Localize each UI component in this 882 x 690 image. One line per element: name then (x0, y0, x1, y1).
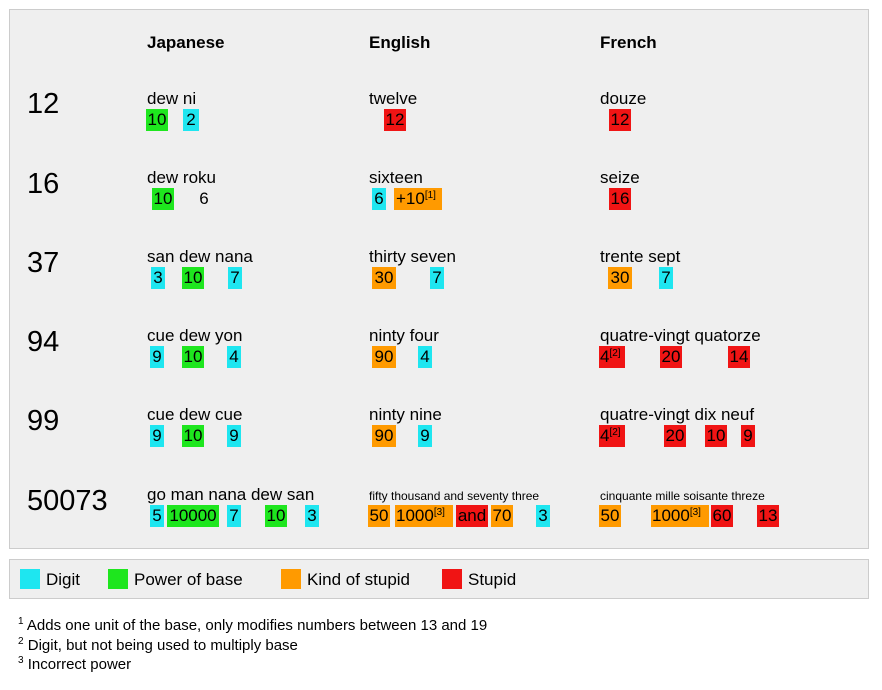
legend-swatch-kind (281, 569, 301, 589)
digit-token: 10 (182, 425, 204, 447)
digit-token: 4[2] (599, 425, 625, 447)
french-words: seize (600, 168, 640, 187)
digit-token: 1000[3] (651, 505, 709, 527)
digit-token: 9 (150, 346, 164, 368)
digit-token: 9 (150, 425, 164, 447)
row-number: 12 (27, 88, 60, 120)
japanese-words: go man nana dew san (147, 485, 315, 504)
digit-token: 14 (728, 346, 750, 368)
row-number: 37 (27, 247, 60, 279)
digit-token: 9 (418, 425, 432, 447)
digit-token: 30 (372, 267, 396, 289)
digit-token: 7 (227, 505, 241, 527)
digit-token: 60 (711, 505, 733, 527)
digit-token: 7 (228, 267, 242, 289)
row-number: 50073 (27, 485, 108, 517)
footnote-ref: [1] (424, 190, 436, 201)
digit-token: 4 (418, 346, 432, 368)
footnote-mark: 1 (18, 616, 24, 627)
footnote-ref: [2] (609, 348, 621, 359)
column-header-english: English (369, 33, 431, 52)
digit-token: 12 (609, 109, 631, 131)
legend-swatch-digit (20, 569, 40, 589)
digit-token: 7 (659, 267, 673, 289)
japanese-words: dew ni (147, 89, 197, 108)
footnote: 3 Incorrect power (18, 655, 132, 673)
legend-label-kind: Kind of stupid (307, 570, 411, 589)
english-words: twelve (369, 89, 418, 108)
digit-token: +10[1] (394, 188, 442, 210)
japanese-words: cue dew cue (147, 405, 243, 424)
footnote: 1 Adds one unit of the base, only modifi… (18, 616, 488, 634)
english-words: ninty nine (369, 405, 442, 424)
digit-token: 6 (199, 189, 209, 208)
digit-token: 13 (757, 505, 779, 527)
digit-token: 1000[3] (395, 505, 453, 527)
japanese-words: dew roku (147, 168, 216, 187)
digit-token: 90 (372, 425, 396, 447)
digit-token: 10000 (167, 505, 219, 527)
digit-token: 10 (705, 425, 727, 447)
digit-token: 10 (146, 109, 168, 131)
legend-swatch-power (108, 569, 128, 589)
digit-token: 2 (183, 109, 199, 131)
digit-token: 20 (664, 425, 686, 447)
digit-token: 7 (430, 267, 444, 289)
digit-token: 10 (182, 346, 204, 368)
digit-token: 4 (227, 346, 241, 368)
digit-token: 12 (384, 109, 406, 131)
footnote-ref: [2] (609, 427, 621, 438)
digit-token: 9 (227, 425, 241, 447)
digit-token: 10 (182, 267, 204, 289)
english-words: fifty thousand and seventy three (369, 489, 540, 503)
english-words: sixteen (369, 168, 423, 187)
footnote: 2 Digit, but not being used to multiply … (18, 636, 298, 654)
english-words: ninty four (369, 326, 439, 345)
digit-token: and (456, 505, 488, 527)
digit-token: 9 (741, 425, 755, 447)
digit-token: 50 (368, 505, 390, 527)
row-number: 16 (27, 168, 60, 200)
digit-token: 10 (152, 188, 174, 210)
french-words: cinquante mille soisante threze (600, 489, 765, 503)
legend-label-stupid: Stupid (468, 570, 517, 589)
digit-token: 3 (151, 267, 165, 289)
digit-token: 50 (599, 505, 621, 527)
digit-token: 90 (372, 346, 396, 368)
french-words: trente sept (600, 247, 681, 266)
french-words: douze (600, 89, 647, 108)
row-number: 99 (27, 405, 60, 437)
japanese-words: cue dew yon (147, 326, 243, 345)
footnote-ref: [3] (689, 507, 701, 518)
footnote-mark: 2 (18, 636, 24, 647)
digit-token: 30 (608, 267, 632, 289)
footnote-mark: 3 (18, 655, 24, 666)
digit-token: 16 (609, 188, 631, 210)
legend-swatch-stupid (442, 569, 462, 589)
digit-token: 4[2] (599, 346, 625, 368)
english-words: thirty seven (369, 247, 456, 266)
digit-token: 5 (150, 505, 164, 527)
digit-token: 70 (491, 505, 513, 527)
legend-label-digit: Digit (46, 570, 81, 589)
digit-token: 6 (372, 188, 386, 210)
digit-token: 10 (265, 505, 287, 527)
digit-token: 3 (536, 505, 550, 527)
french-words: quatre-vingt quatorze (600, 326, 761, 345)
legend-label-power: Power of base (134, 570, 243, 589)
row-number: 94 (27, 326, 60, 358)
japanese-words: san dew nana (147, 247, 253, 266)
column-header-french: French (600, 33, 657, 52)
french-words: quatre-vingt dix neuf (600, 405, 755, 424)
footnote-ref: [3] (433, 507, 445, 518)
digit-token: 3 (305, 505, 319, 527)
column-header-japanese: Japanese (147, 33, 225, 52)
digit-token: 20 (660, 346, 682, 368)
legend: Digit Power of base Kind of stupid Stupi… (9, 559, 869, 599)
